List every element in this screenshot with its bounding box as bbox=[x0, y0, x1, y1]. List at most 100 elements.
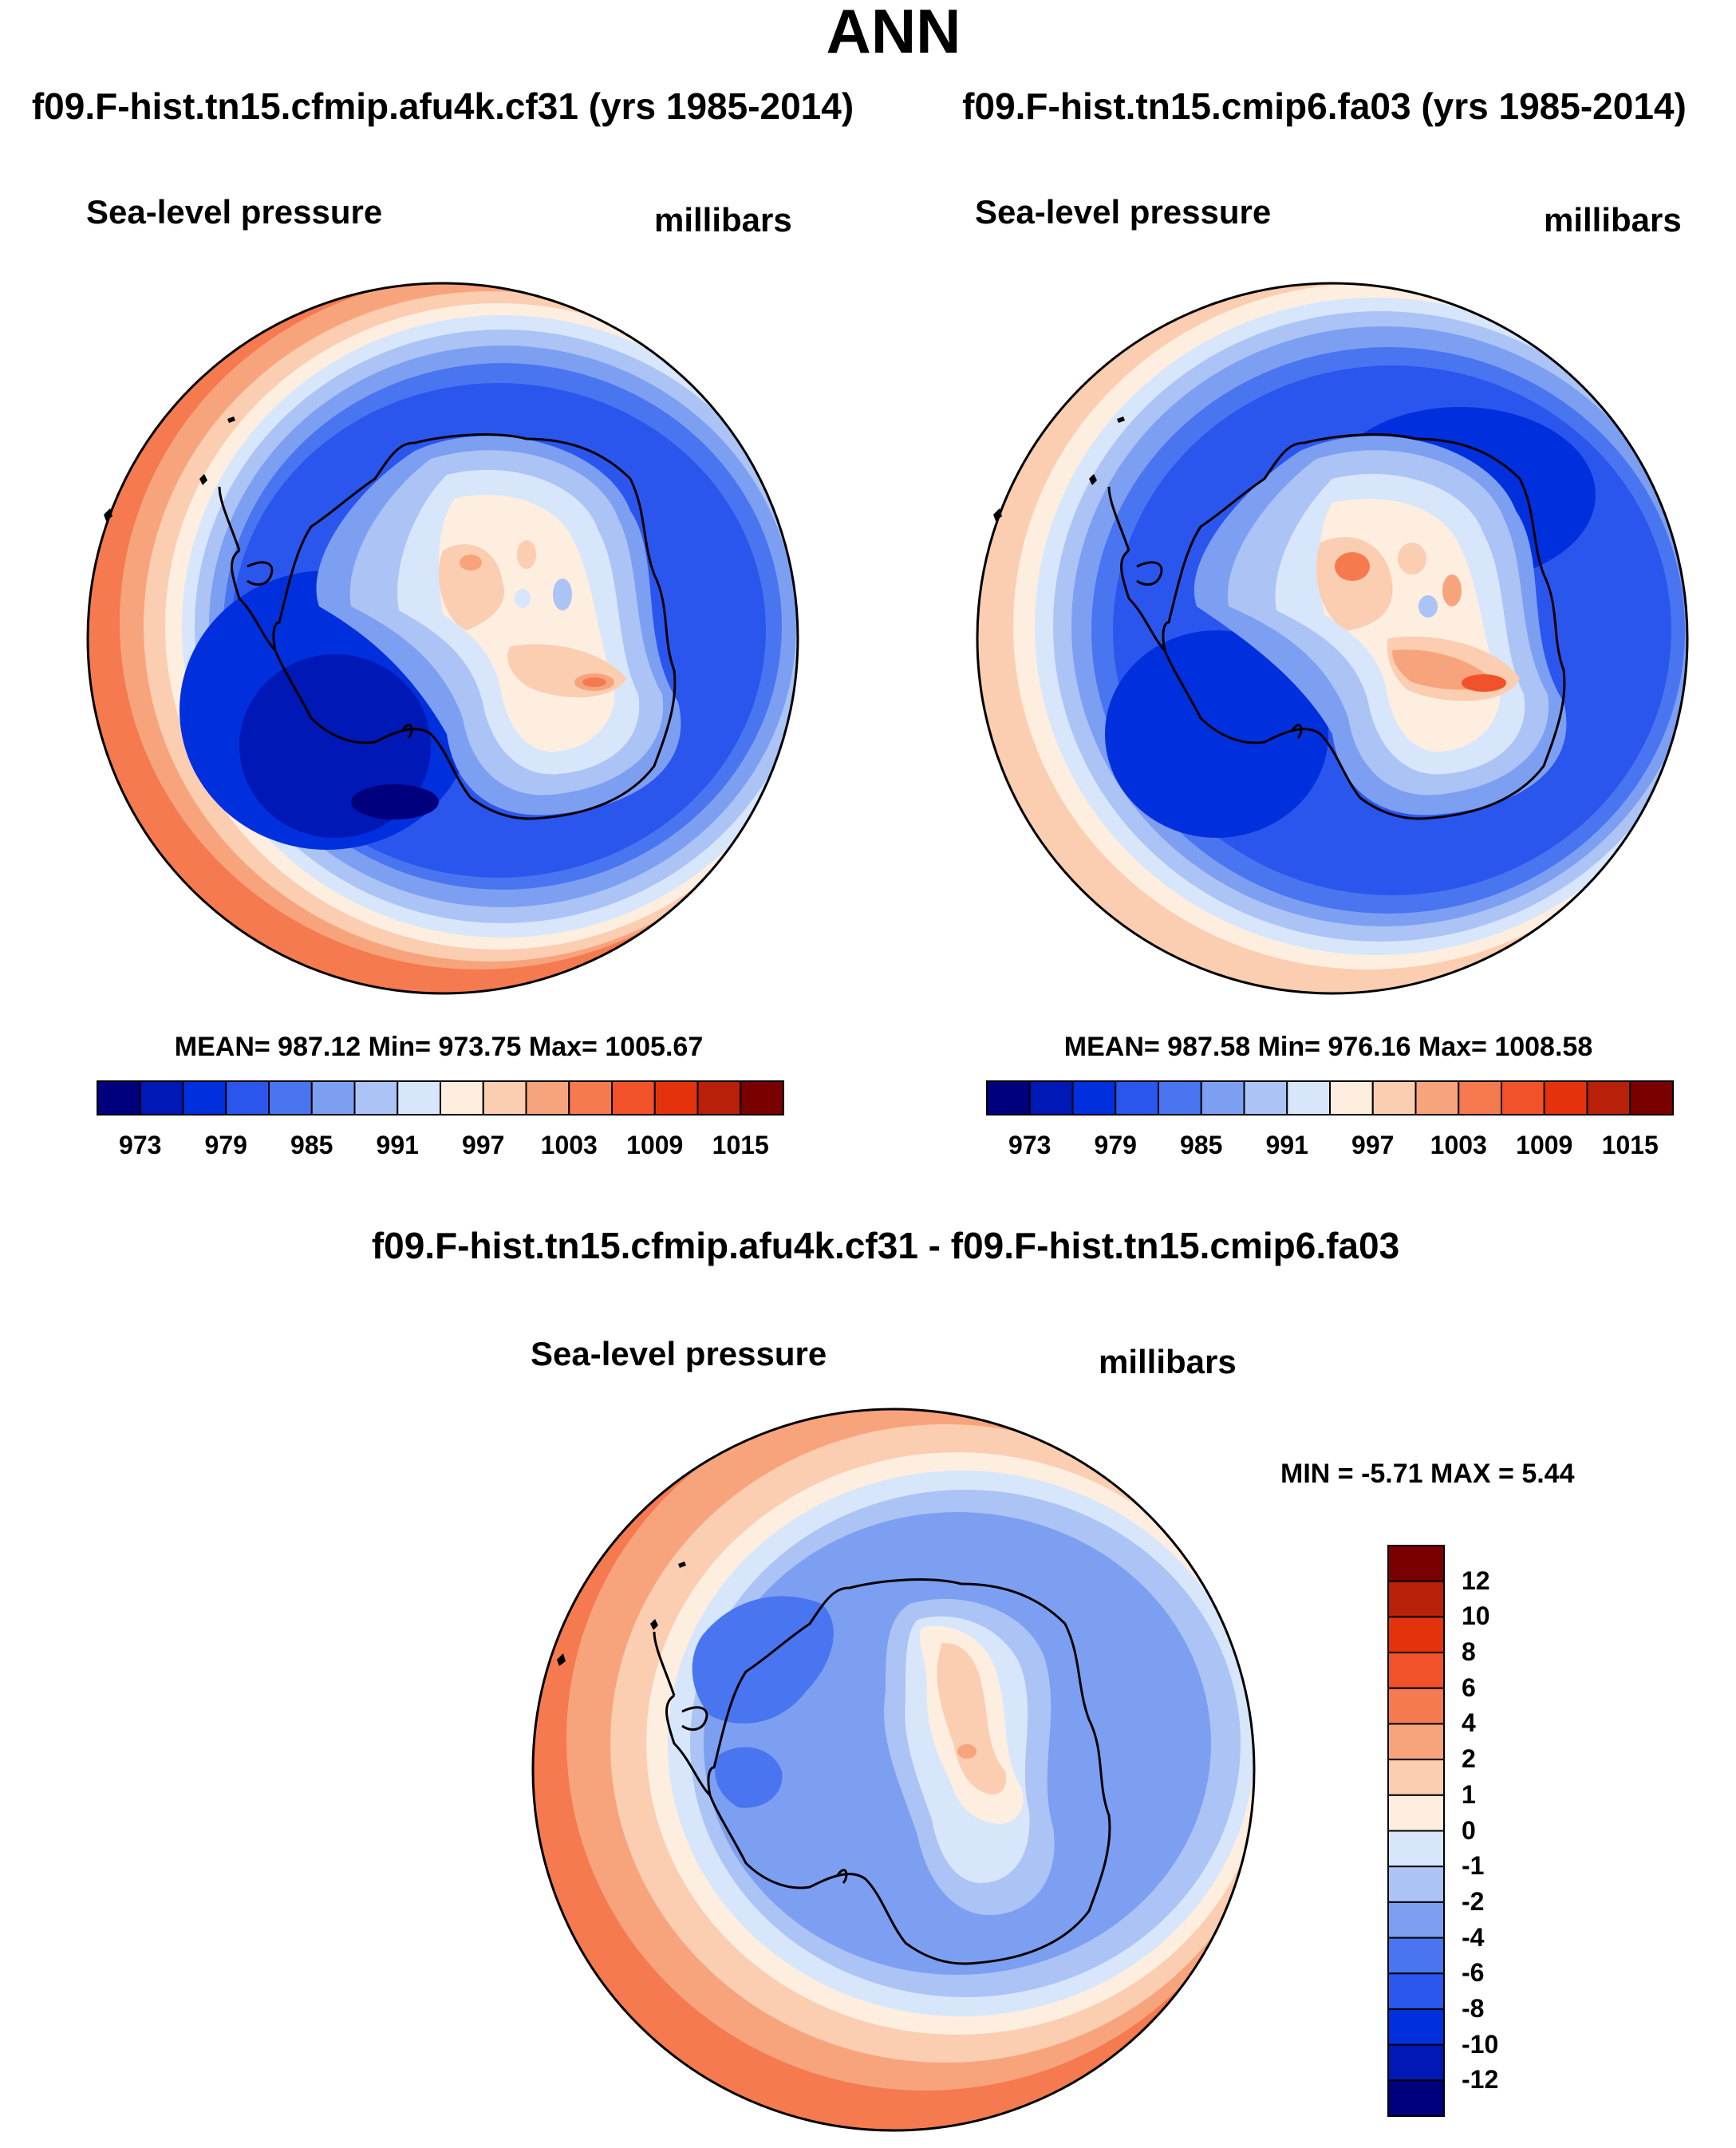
colorbar-tick-label: 2 bbox=[1462, 1744, 1476, 1774]
colorbar-cell bbox=[1629, 1080, 1674, 1115]
colorbar-cell bbox=[440, 1080, 484, 1115]
colorbar-cell bbox=[1200, 1080, 1245, 1115]
colorbar-cell bbox=[1543, 1080, 1588, 1115]
colorbar-tick-label: 985 bbox=[290, 1131, 333, 1159]
colorbar-tick-label: 1 bbox=[1462, 1779, 1476, 1809]
colorbar-cell bbox=[1243, 1080, 1288, 1115]
difference-stats: MIN = -5.71 MAX = 5.44 bbox=[1280, 1459, 1575, 1489]
colorbar-tick-label: 991 bbox=[376, 1131, 419, 1159]
colorbar-tick-label: 991 bbox=[1265, 1131, 1308, 1159]
colorbar-cell bbox=[1414, 1080, 1460, 1115]
colorbar-tick-label: 1009 bbox=[626, 1131, 684, 1159]
colorbar-cell bbox=[1387, 1723, 1445, 1761]
colorbar-tick-label: -10 bbox=[1462, 2029, 1499, 2059]
difference-map bbox=[533, 1409, 1254, 2130]
colorbar-tick-label: -6 bbox=[1462, 1958, 1485, 1988]
colorbar-cell bbox=[1387, 1652, 1445, 1689]
colorbar-tick-label: 10 bbox=[1462, 1601, 1490, 1631]
colorbar-cell bbox=[225, 1080, 270, 1115]
panel-2-units-label: millibars bbox=[1544, 201, 1682, 239]
colorbar-tick-label: 1003 bbox=[540, 1131, 598, 1159]
colorbar-tick-label: 979 bbox=[1094, 1131, 1137, 1159]
colorbar-cell bbox=[1387, 1545, 1445, 1582]
colorbar-cell bbox=[1115, 1080, 1159, 1115]
colorbar-cell bbox=[525, 1080, 570, 1115]
colorbar-cell bbox=[1329, 1080, 1374, 1115]
colorbar-cell bbox=[397, 1080, 441, 1115]
colorbar-cell bbox=[353, 1080, 399, 1115]
panel-2-variable-label: Sea-level pressure bbox=[975, 193, 1272, 231]
colorbar-cell bbox=[740, 1080, 784, 1115]
colorbar-cell bbox=[1387, 1901, 1445, 1939]
colorbar-cell bbox=[696, 1080, 742, 1115]
panel-2-colorbar bbox=[986, 1080, 1674, 1115]
colorbar-cell bbox=[482, 1080, 527, 1115]
panel-2-coastline bbox=[1107, 433, 1566, 820]
colorbar-cell bbox=[611, 1080, 656, 1115]
difference-title: f09.F-hist.tn15.cfmip.afu4k.cf31 - f09.F… bbox=[371, 1225, 1400, 1266]
colorbar-cell bbox=[1387, 1580, 1445, 1618]
difference-units-label: millibars bbox=[1099, 1343, 1237, 1380]
panel-1-stats: MEAN= 987.12 Min= 973.75 Max= 1005.67 bbox=[174, 1032, 704, 1062]
colorbar-cell bbox=[568, 1080, 613, 1115]
colorbar-tick-label: -4 bbox=[1462, 1922, 1485, 1952]
colorbar-cell bbox=[1071, 1080, 1117, 1115]
panel-1-map-border bbox=[86, 282, 799, 995]
colorbar-tick-label: 0 bbox=[1462, 1815, 1476, 1845]
panel-2-case-title: f09.F-hist.tn15.cmip6.fa03 (yrs 1985-201… bbox=[962, 85, 1687, 127]
colorbar-cell bbox=[1387, 1937, 1445, 1975]
colorbar-tick-label: 1003 bbox=[1430, 1131, 1487, 1159]
panel-1-colorbar bbox=[97, 1080, 784, 1115]
colorbar-cell bbox=[1458, 1080, 1502, 1115]
panel-1-variable-label: Sea-level pressure bbox=[86, 193, 383, 231]
colorbar-cell bbox=[1387, 1794, 1445, 1832]
colorbar-tick-label: 1009 bbox=[1516, 1131, 1573, 1159]
colorbar-tick-label: 8 bbox=[1462, 1637, 1476, 1667]
colorbar-cell bbox=[986, 1080, 1031, 1115]
colorbar-cell bbox=[182, 1080, 227, 1115]
difference-coastline bbox=[653, 1578, 1111, 1965]
colorbar-tick-label: 6 bbox=[1462, 1672, 1476, 1702]
colorbar-cell bbox=[1387, 1866, 1445, 1903]
colorbar-cell bbox=[1387, 2043, 1445, 2082]
difference-variable-label: Sea-level pressure bbox=[531, 1335, 827, 1372]
colorbar-tick-label: -1 bbox=[1462, 1851, 1485, 1881]
colorbar-cell bbox=[1387, 1687, 1445, 1725]
colorbar-cell bbox=[1387, 1759, 1445, 1796]
colorbar-cell bbox=[1028, 1080, 1074, 1115]
colorbar-cell bbox=[1387, 1972, 1445, 2010]
page-title: ANN bbox=[826, 0, 961, 66]
colorbar-cell bbox=[1387, 1616, 1445, 1654]
colorbar-cell bbox=[1387, 2079, 1445, 2117]
panel-2-map-border bbox=[976, 282, 1689, 995]
colorbar-cell bbox=[1286, 1080, 1331, 1115]
colorbar-cell bbox=[1371, 1080, 1417, 1115]
colorbar-cell bbox=[310, 1080, 356, 1115]
colorbar-cell bbox=[1501, 1080, 1545, 1115]
colorbar-tick-label: -12 bbox=[1462, 2065, 1499, 2095]
colorbar-cell bbox=[1158, 1080, 1202, 1115]
colorbar-cell bbox=[1387, 2008, 1445, 2046]
colorbar-cell bbox=[268, 1080, 313, 1115]
colorbar-tick-label: 4 bbox=[1462, 1708, 1476, 1738]
colorbar-tick-label: 997 bbox=[1351, 1131, 1395, 1159]
colorbar-tick-label: 1015 bbox=[1601, 1131, 1659, 1159]
panel-1-case-title: f09.F-hist.tn15.cfmip.afu4k.cf31 (yrs 19… bbox=[31, 85, 854, 127]
colorbar-tick-label: -2 bbox=[1462, 1886, 1485, 1916]
colorbar-tick-label: 973 bbox=[119, 1131, 162, 1159]
colorbar-tick-label: -8 bbox=[1462, 1993, 1485, 2023]
panel-2-map bbox=[977, 283, 1687, 993]
colorbar-cell bbox=[1387, 1830, 1445, 1868]
colorbar-tick-label: 985 bbox=[1180, 1131, 1223, 1159]
panel-2-stats: MEAN= 987.58 Min= 976.16 Max= 1008.58 bbox=[1063, 1032, 1593, 1062]
colorbar-tick-label: 12 bbox=[1462, 1566, 1490, 1595]
difference-map-border bbox=[531, 1408, 1256, 2132]
colorbar-tick-label: 997 bbox=[462, 1131, 505, 1159]
panel-1-map bbox=[88, 283, 798, 993]
colorbar-tick-label: 1015 bbox=[712, 1131, 769, 1159]
panel-1-coastline bbox=[218, 433, 677, 820]
colorbar-cell bbox=[139, 1080, 184, 1115]
colorbar-cell bbox=[97, 1080, 141, 1115]
colorbar-cell bbox=[653, 1080, 699, 1115]
